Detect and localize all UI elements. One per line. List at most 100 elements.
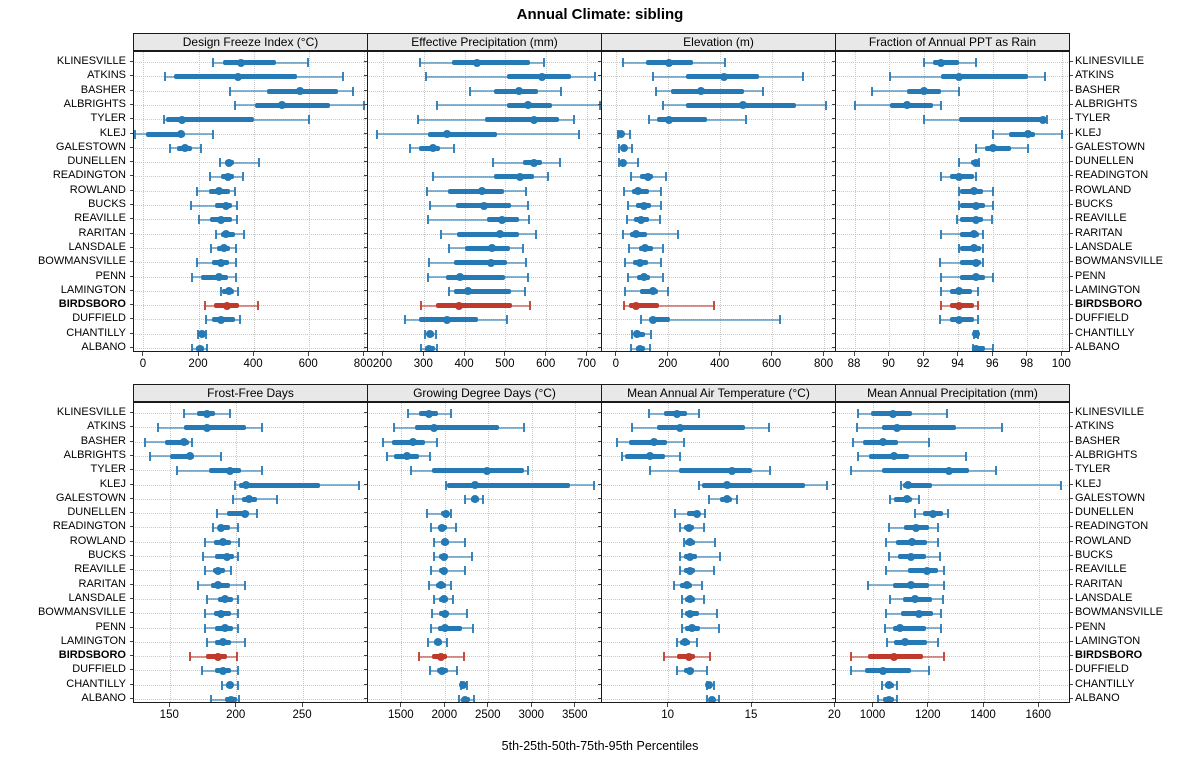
- whisker-cap-high: [456, 666, 459, 676]
- gridline-row: [135, 219, 367, 221]
- row-tick: [598, 440, 601, 442]
- median-dot: [906, 581, 915, 590]
- whisker-cap-high: [449, 409, 452, 418]
- median-dot: [646, 452, 655, 461]
- axis-tick: [922, 352, 924, 356]
- whisker-cap-low: [889, 594, 892, 604]
- axis-tick: [1060, 352, 1062, 356]
- whisker-cap-low: [676, 666, 678, 676]
- whisker-cap-low: [432, 594, 435, 604]
- iqr-bar: [170, 453, 195, 459]
- whisker-cap-low: [375, 129, 378, 139]
- row-tick: [832, 512, 835, 514]
- row-tick: [130, 569, 133, 571]
- median-dot: [673, 409, 681, 418]
- whisker-cap-high: [546, 172, 549, 182]
- row-tick: [1070, 318, 1073, 320]
- row-tick: [598, 698, 601, 699]
- whisker-cap-low: [426, 637, 429, 647]
- row-tick: [1070, 669, 1073, 671]
- panel-strip-mean-annual-precipitation-mm: Mean Annual Precipitation (mm): [835, 384, 1070, 402]
- whisker-cap-low: [440, 229, 443, 239]
- median-dot: [220, 595, 229, 604]
- whisker-cap-high: [976, 301, 979, 311]
- whisker-cap-high: [629, 129, 632, 139]
- whisker-cap-high: [927, 437, 930, 447]
- whisker-cap-low: [419, 301, 422, 311]
- whisker-cap-high: [896, 680, 899, 690]
- gridline-row: [603, 613, 835, 615]
- whisker-cap-high: [767, 423, 770, 433]
- axis-tick: [982, 703, 984, 707]
- row-tick: [1070, 146, 1073, 148]
- axis-tick-label: 400: [243, 358, 263, 370]
- site-label-left: TYLER: [90, 112, 126, 125]
- median-dot: [636, 258, 645, 267]
- row-tick: [1070, 497, 1073, 499]
- median-dot: [915, 609, 924, 618]
- whisker-cap-high: [243, 580, 246, 590]
- gridline-row: [135, 262, 367, 264]
- median-dot: [686, 538, 695, 547]
- row-tick: [1070, 583, 1073, 585]
- gridline-vertical: [1061, 52, 1063, 351]
- site-label-right: PENN: [1075, 269, 1106, 282]
- median-dot: [945, 466, 954, 475]
- whisker-cap-low: [417, 652, 420, 662]
- median-dot: [1039, 115, 1048, 124]
- row-tick: [1070, 175, 1073, 177]
- gridline-vertical: [928, 403, 930, 702]
- whisker-cap-low: [203, 609, 206, 619]
- row-tick: [832, 146, 835, 148]
- site-label-left: ATKINS: [87, 69, 126, 82]
- whisker-cap-high: [237, 523, 240, 533]
- whisker-cap-low: [697, 480, 700, 490]
- median-dot: [443, 315, 452, 324]
- iqr-bar: [239, 482, 321, 488]
- axis-tick-label: 96: [985, 358, 999, 370]
- row-tick: [832, 261, 835, 263]
- gridline-row: [135, 541, 367, 543]
- median-dot: [632, 330, 641, 339]
- gridline-row: [837, 584, 1069, 586]
- whisker-cap-high: [712, 566, 715, 576]
- iqr-bar: [678, 468, 752, 474]
- row-tick: [130, 332, 133, 334]
- whisker-cap-high: [649, 344, 652, 351]
- whisker-cap-high: [528, 215, 531, 225]
- gridline-row: [369, 570, 601, 572]
- whisker-cap-high: [761, 86, 764, 96]
- site-label-right: BIRDSBORO: [1075, 649, 1143, 662]
- median-dot: [454, 301, 463, 310]
- site-label-right: BOWMANSVILLE: [1075, 255, 1164, 268]
- whisker-cap-low: [134, 129, 136, 139]
- gridline-vertical: [586, 52, 588, 351]
- whisker-cap-low: [228, 86, 231, 96]
- whisker-cap-high: [260, 466, 263, 476]
- gridline-vertical: [824, 52, 826, 351]
- row-tick: [1070, 612, 1073, 614]
- whisker-cap-high: [446, 637, 449, 647]
- site-label-left: BUCKS: [88, 198, 126, 210]
- whisker-cap-high: [237, 286, 240, 296]
- gridline-row: [135, 333, 367, 335]
- whisker-cap-high: [473, 695, 476, 702]
- whisker-cap-high: [719, 552, 722, 561]
- median-dot: [223, 301, 232, 310]
- whisker-cap-high: [464, 537, 467, 547]
- panel-canvas: [134, 52, 367, 351]
- whisker-cap-low: [447, 286, 450, 296]
- median-dot: [738, 101, 747, 110]
- gridline-vertical: [923, 52, 925, 351]
- whisker-cap-high: [661, 243, 664, 253]
- median-dot: [693, 509, 701, 518]
- axis-tick: [667, 352, 669, 356]
- whisker-cap-low: [957, 158, 960, 168]
- median-dot: [923, 566, 932, 575]
- whisker-cap-low: [621, 451, 623, 461]
- site-label-right: ALBRIGHTS: [1075, 448, 1138, 461]
- whisker-cap-low: [654, 86, 657, 96]
- whisker-cap-low: [676, 637, 678, 647]
- row-tick: [1070, 597, 1073, 599]
- iqr-bar: [183, 425, 246, 431]
